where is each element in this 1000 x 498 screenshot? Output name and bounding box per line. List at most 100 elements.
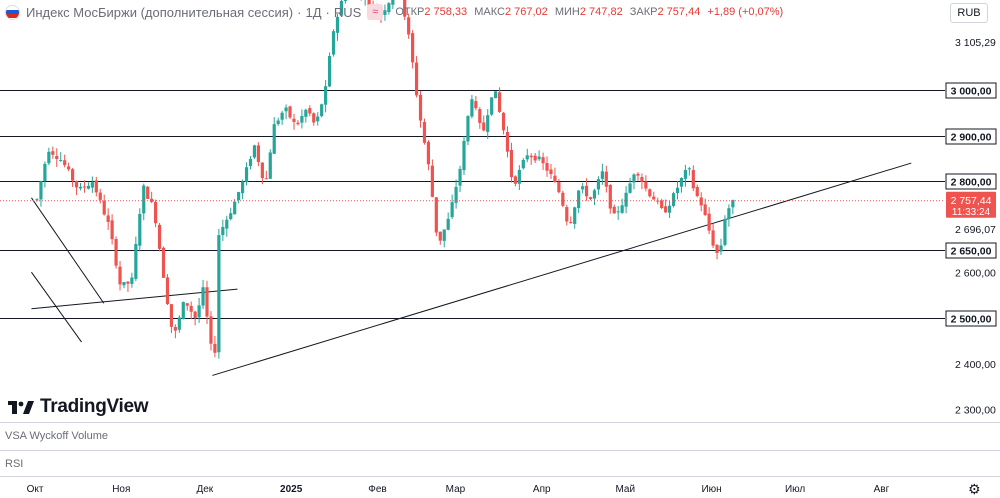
candle-body [248, 158, 253, 167]
candle-body [608, 184, 612, 209]
candle-body [130, 277, 134, 284]
candle-body [94, 180, 98, 193]
candle-body [414, 62, 419, 96]
candle-body [272, 124, 276, 154]
trendline[interactable] [31, 271, 82, 343]
tradingview-logo[interactable]: TradingView [8, 396, 149, 418]
candle-body [671, 193, 676, 206]
candle-body [181, 302, 185, 319]
candle-body [217, 235, 221, 353]
candle-body [478, 109, 482, 123]
candle-body [533, 155, 537, 161]
candle-body [470, 99, 474, 117]
open-label: ОТКР [395, 6, 425, 18]
currency-selector[interactable]: RUB [950, 3, 988, 23]
candle-body [545, 163, 549, 171]
candle-body [719, 245, 723, 252]
candle-body [122, 282, 126, 286]
candle-body [573, 207, 577, 224]
candle-body [102, 200, 106, 215]
candle-body [391, 0, 395, 5]
candle-body [600, 171, 604, 179]
candle-body [411, 33, 415, 63]
candle-body [150, 198, 154, 202]
price-axis[interactable]: 3 000,00 2 900,00 2 800,00 2 650,00 2 500,00… [945, 37, 997, 417]
candle-body [715, 244, 719, 253]
vsa-pane-label[interactable]: VSA Wyckoff Volume [5, 430, 109, 442]
candle-body [229, 213, 233, 220]
candle-body [632, 174, 636, 183]
low-label: МИН [554, 6, 580, 18]
exchange-label: RUS [333, 4, 362, 20]
candle-body [584, 185, 589, 197]
candle-body [501, 112, 506, 131]
month-tick-label: Мар [446, 484, 466, 495]
candle-body [142, 185, 146, 214]
rsi-pane-label[interactable]: RSI [5, 458, 24, 470]
candle-body [134, 243, 138, 279]
trendline[interactable] [31, 197, 105, 304]
candle-body [557, 182, 561, 193]
interval-label[interactable]: 1Д [305, 4, 322, 20]
month-tick-label: Дек [196, 484, 213, 495]
price-tick-label: 2 600,00 [955, 268, 996, 280]
candle-body [679, 178, 684, 187]
candle-body [430, 165, 434, 197]
settings-gear-icon[interactable]: ⚙ [968, 481, 981, 497]
candle-body [588, 197, 593, 200]
candle-body [683, 170, 688, 179]
candle-body [197, 305, 201, 318]
candle-body [35, 199, 39, 201]
candle-body [537, 156, 541, 160]
candle-body [284, 107, 288, 112]
trendline[interactable] [212, 162, 912, 376]
last-price-tag[interactable] [946, 191, 996, 218]
candle-body [161, 247, 166, 278]
candle-body [43, 163, 47, 182]
candle-body [114, 239, 118, 266]
candle-body [304, 109, 308, 117]
candle-body [624, 192, 628, 207]
candle-body [636, 173, 640, 176]
candle-body [165, 277, 170, 305]
candle-body [185, 303, 189, 306]
level-label: 2 500,00 [951, 314, 992, 326]
candle-body [146, 186, 150, 199]
level-label-box [945, 242, 997, 259]
month-tick-label: Авг [874, 484, 890, 495]
close-value: 2 757,44 [657, 6, 701, 18]
symbol-title[interactable]: Индекс МосБиржи (дополнительная сессия) [26, 4, 294, 20]
high-label: МАКС [474, 6, 505, 18]
candle-body [454, 186, 458, 203]
candle-body [529, 155, 533, 158]
candle-body [387, 3, 391, 13]
horizontal-levels[interactable] [0, 90, 945, 319]
session-icon[interactable]: ≈ [367, 4, 384, 20]
candle-body [549, 169, 553, 175]
level-label: 2 900,00 [951, 132, 992, 144]
candle-body [74, 181, 79, 188]
candle-body [276, 120, 280, 125]
candle-body [221, 226, 225, 236]
last-price-label: 2 757,44 [951, 195, 992, 207]
tradingview-logo-text: TradingView [40, 396, 149, 417]
candle-body [82, 186, 87, 188]
candle-body [240, 181, 245, 194]
pane-dividers [0, 422, 1000, 477]
price-tick-label: 3 105,29 [955, 37, 996, 49]
candle-body [699, 197, 703, 206]
candle-body [47, 151, 51, 164]
level-label-box [945, 310, 997, 327]
candle-body [225, 219, 229, 229]
candle-body [541, 157, 545, 164]
time-axis[interactable]: Окт Ноя Дек 2025 Фев Мар Апр Май Июн Июл Авг [27, 484, 890, 495]
candle-body [78, 186, 83, 189]
level-label-box [945, 173, 997, 190]
candle-body [86, 185, 90, 189]
candle-body [707, 213, 711, 231]
candle-body [596, 179, 601, 190]
month-tick-label: Июн [701, 484, 721, 495]
candle-body [403, 0, 407, 17]
candle-body [209, 316, 213, 344]
